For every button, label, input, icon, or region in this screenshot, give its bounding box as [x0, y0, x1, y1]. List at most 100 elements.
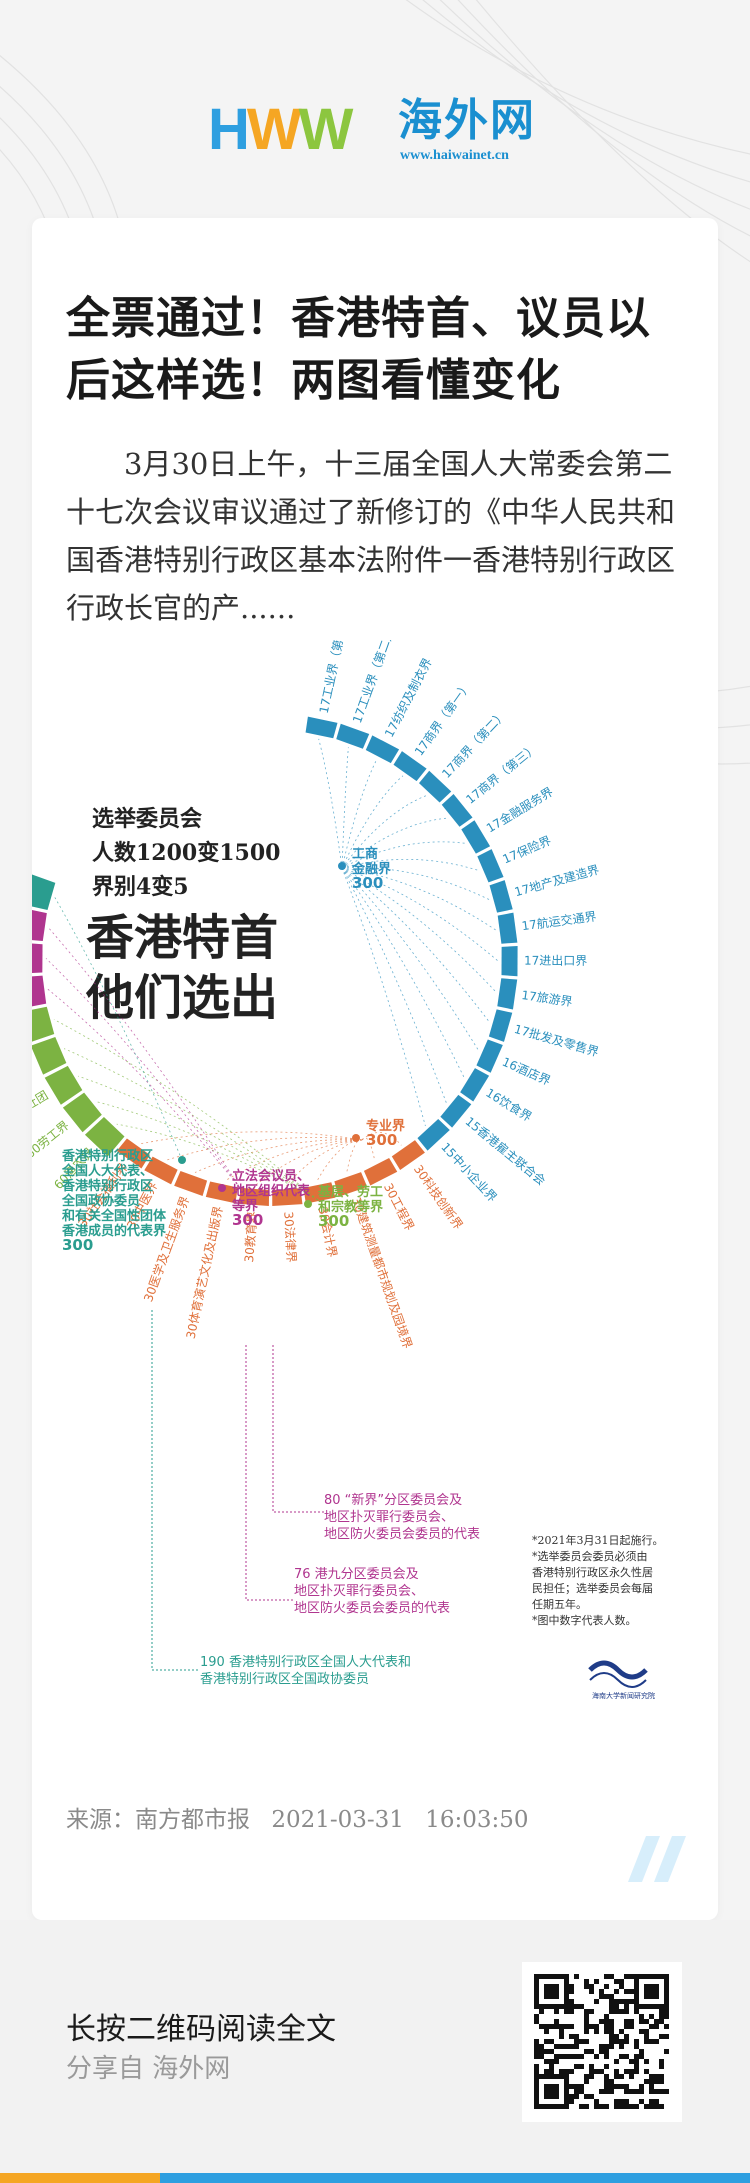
qr-module: [639, 2029, 644, 2034]
qr-module: [654, 2024, 659, 2029]
qr-finder: [644, 1984, 659, 1999]
qr-module: [539, 2049, 544, 2054]
sector-bar: [305, 716, 338, 739]
qr-module: [534, 2054, 539, 2059]
qr-module: [609, 2039, 614, 2044]
group-name: 香港成员的代表界: [61, 1223, 166, 1239]
qr-code-icon[interactable]: [522, 1962, 682, 2122]
qr-module: [549, 2069, 554, 2074]
qr-module: [634, 2044, 639, 2049]
article-source: 来源：南方都市报 2021-03-31 16:03:50: [66, 1800, 543, 1834]
group-count: 300: [62, 1236, 93, 1254]
connector-line: [166, 1137, 363, 1161]
qr-module: [579, 2104, 584, 2109]
connector-line: [77, 1075, 319, 1201]
qr-call-to-action: 长按二维码阅读全文: [66, 2012, 336, 2047]
connector-line: [45, 958, 241, 1189]
qr-module: [629, 2074, 634, 2079]
qr-module: [554, 2024, 559, 2029]
qr-module: [659, 2079, 664, 2084]
sector-bar: [303, 1182, 336, 1204]
qr-module: [619, 2099, 624, 2104]
qr-module: [624, 2009, 629, 2014]
qr-module: [614, 2104, 619, 2109]
qr-module: [539, 2054, 544, 2059]
qr-module: [624, 1989, 629, 1994]
qr-module: [574, 2064, 579, 2069]
qr-module: [579, 2054, 584, 2059]
sector-label: 17保险界: [500, 832, 553, 866]
sector-bar: [334, 1172, 368, 1197]
qr-module: [629, 2059, 634, 2064]
footnote-4: 民担任；选举委员会每届: [532, 1581, 653, 1595]
haiwainet-logo[interactable]: HWW 海外网 www.haiwainet.cn: [208, 96, 548, 168]
qr-module: [594, 2029, 599, 2034]
qr-module: [599, 2049, 604, 2054]
qr-module: [649, 2104, 654, 2109]
qr-module: [559, 2034, 564, 2039]
qr-module: [634, 2009, 639, 2014]
group-count: 300: [352, 874, 383, 892]
qr-module: [634, 2069, 639, 2074]
qr-module: [634, 2059, 639, 2064]
qr-module: [609, 1999, 614, 2004]
connector-line: [341, 867, 497, 931]
qr-module: [629, 2024, 634, 2029]
qr-module: [559, 2069, 564, 2074]
footnote-2: *选举委员会委员必须由: [532, 1549, 648, 1563]
group-name: 香港特别行政区: [61, 1148, 153, 1164]
qr-module: [554, 2009, 559, 2014]
qr-module: [604, 1974, 609, 1979]
qr-module: [564, 2009, 569, 2014]
qr-module: [614, 2039, 619, 2044]
qr-module: [619, 2104, 624, 2109]
qr-module: [609, 2044, 614, 2049]
group-hub-dot: [218, 1184, 226, 1192]
qr-module: [654, 2099, 659, 2104]
article-summary[interactable]: 3月30日上午，十三届全国人大常委会第二十七次会议审议通过了新修订的《中华人民共…: [66, 447, 676, 625]
group-name: 专业界: [366, 1118, 405, 1134]
group-name: 地区组织代表: [232, 1183, 311, 1199]
group-name: 金融界: [351, 861, 391, 877]
qr-module: [614, 2084, 619, 2089]
qr-module: [559, 2044, 564, 2049]
note-76-line-2: 地区扑灭罪行委员会、: [294, 1584, 424, 1599]
big-title-1: 香港特首: [86, 910, 278, 966]
qr-module: [574, 1974, 579, 1979]
note-80: 80 “新界”分区委员会及 地区扑灭罪行委员会、 地区防火委员会委员的代表: [272, 1345, 480, 1542]
qr-module: [554, 2019, 559, 2024]
sector-bar: [497, 978, 518, 1010]
qr-module: [604, 2104, 609, 2109]
sector-bar: [116, 1138, 150, 1169]
sector-label: 60同乡社团: [32, 1055, 34, 1094]
sector-label: 17纺织及制衣界: [381, 655, 435, 739]
qr-module: [609, 1974, 614, 1979]
qr-module: [639, 2084, 644, 2089]
connector-line: [341, 759, 378, 869]
qr-module: [559, 2024, 564, 2029]
group-name: 等界: [231, 1198, 258, 1214]
qr-module: [614, 2069, 619, 2074]
sector-bar: [477, 849, 504, 883]
qr-module: [569, 2034, 574, 2039]
qr-module: [574, 2034, 579, 2039]
qr-module: [649, 2039, 654, 2044]
qr-module: [664, 2024, 669, 2029]
sector-bar: [84, 1117, 125, 1157]
qr-module: [629, 2104, 634, 2109]
qr-module: [584, 2079, 589, 2084]
infographic-svg: 选举委员会 人数1200变1500 界别4变5 香港特首 他们选出 17工业界（…: [0, 615, 664, 1700]
qr-module: [534, 2019, 539, 2024]
sector-bar: [144, 1156, 178, 1185]
sector-bar: [461, 820, 491, 854]
qr-module: [544, 2039, 549, 2044]
article-headline[interactable]: 全票通过！香港特首、议员以后这样选！两图看懂变化: [66, 293, 651, 406]
qr-module: [614, 2059, 619, 2064]
qr-module: [604, 2064, 609, 2069]
qr-module: [649, 2089, 654, 2094]
connector-line: [361, 1137, 376, 1162]
qr-module: [639, 2099, 644, 2104]
qr-module: [619, 2054, 624, 2059]
qr-module: [649, 2014, 654, 2019]
footer-accent-bar-orange: [0, 2173, 160, 2183]
